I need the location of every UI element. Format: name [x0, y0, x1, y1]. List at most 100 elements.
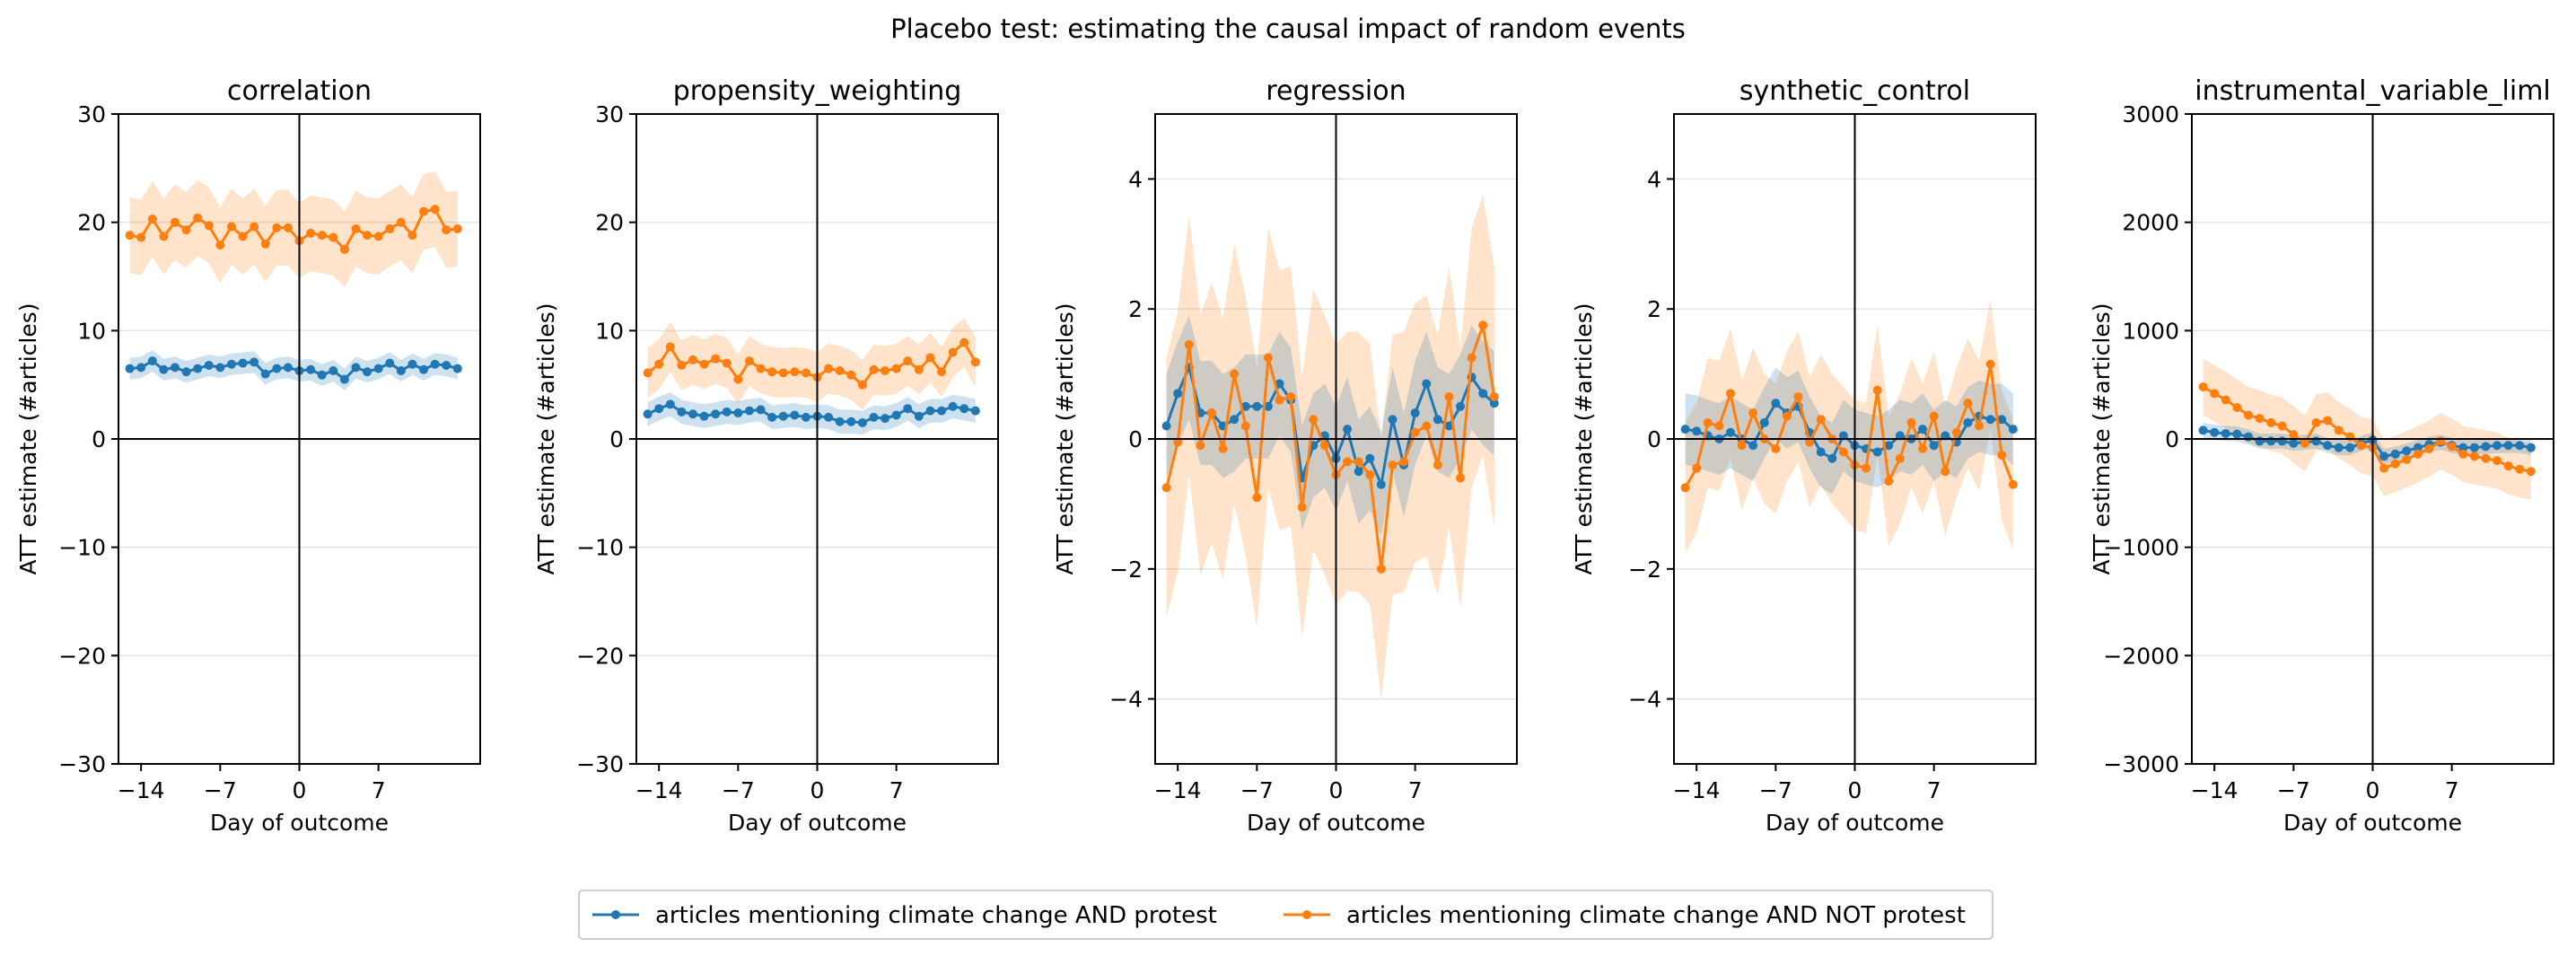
data-point-series-0 — [778, 411, 788, 421]
data-point-series-0 — [914, 411, 924, 421]
data-point-series-0 — [1489, 399, 1499, 408]
x-axis-label: Day of outcome — [2283, 810, 2462, 836]
data-point-series-0 — [891, 410, 901, 420]
data-point-series-0 — [329, 365, 338, 375]
data-point-series-1 — [2277, 421, 2287, 431]
data-point-series-0 — [1173, 389, 1183, 399]
ci-band-series-1 — [1685, 299, 2013, 553]
y-tick-label: 30 — [595, 101, 624, 127]
data-point-series-0 — [1771, 399, 1781, 408]
series-line-1 — [1684, 364, 2015, 489]
y-tick-label: −20 — [576, 643, 624, 669]
data-point-series-1 — [407, 231, 417, 241]
data-point-series-0 — [2221, 428, 2230, 438]
y-tick-label: 4 — [1128, 166, 1143, 192]
data-point-series-1 — [857, 380, 867, 390]
data-point-series-1 — [430, 205, 440, 215]
data-point-series-0 — [688, 409, 697, 419]
y-tick-label: −1000 — [2103, 535, 2179, 561]
data-point-series-0 — [1985, 415, 1995, 425]
data-point-series-0 — [442, 360, 451, 370]
data-point-series-1 — [1782, 411, 1792, 421]
data-point-series-1 — [2379, 463, 2389, 473]
data-point-series-1 — [1173, 437, 1183, 447]
data-point-series-0 — [430, 359, 440, 369]
data-point-series-1 — [170, 217, 180, 227]
data-point-series-1 — [147, 215, 157, 224]
data-point-series-1 — [790, 367, 800, 377]
data-point-series-0 — [1456, 401, 1466, 411]
data-point-series-1 — [1714, 421, 1724, 431]
data-point-series-0 — [385, 358, 395, 368]
data-point-series-1 — [1286, 391, 1296, 401]
data-point-series-1 — [970, 357, 980, 367]
data-point-series-1 — [1895, 453, 1905, 463]
ci-band-series-1 — [647, 317, 976, 410]
data-point-series-1 — [2503, 461, 2513, 471]
data-point-series-0 — [1252, 401, 1262, 411]
data-point-series-1 — [2232, 403, 2242, 413]
data-point-series-0 — [1365, 453, 1375, 463]
x-tick-label: −7 — [1240, 777, 1274, 803]
data-point-series-1 — [824, 364, 834, 373]
data-point-series-1 — [2289, 430, 2299, 440]
data-point-series-0 — [1478, 389, 1488, 399]
data-point-series-0 — [665, 399, 675, 409]
data-point-series-1 — [250, 222, 259, 232]
legend-marker-protest — [611, 910, 620, 919]
data-point-series-0 — [136, 363, 146, 373]
plot-area — [125, 171, 462, 390]
data-point-series-0 — [2526, 443, 2536, 452]
data-point-series-1 — [1929, 411, 1939, 421]
data-point-series-1 — [2323, 416, 2333, 425]
data-point-series-1 — [1218, 443, 1228, 453]
data-point-series-1 — [1196, 441, 1205, 451]
data-point-series-1 — [159, 232, 169, 241]
data-point-series-1 — [2424, 443, 2434, 453]
data-point-series-1 — [1918, 443, 1928, 453]
data-point-series-0 — [2255, 436, 2265, 446]
data-point-series-1 — [948, 347, 958, 357]
data-point-series-1 — [869, 364, 879, 374]
data-point-series-0 — [654, 404, 664, 414]
data-point-series-0 — [643, 409, 653, 419]
data-point-series-1 — [1692, 463, 1702, 473]
data-point-series-1 — [2300, 438, 2309, 448]
data-point-series-1 — [778, 368, 788, 378]
figure-title: Placebo test: estimating the causal impa… — [890, 13, 1686, 44]
data-point-series-1 — [1456, 473, 1466, 483]
data-point-series-0 — [744, 406, 754, 416]
y-tick-label: −2000 — [2103, 643, 2179, 669]
panel-title: propensity_weighting — [673, 75, 962, 107]
data-point-series-1 — [1297, 503, 1307, 513]
data-point-series-1 — [2447, 442, 2457, 452]
data-point-series-1 — [1985, 359, 1995, 369]
y-tick-label: 2000 — [2122, 210, 2179, 236]
plot-area — [1161, 195, 1499, 699]
data-point-series-1 — [2402, 454, 2412, 464]
x-tick-label: 0 — [2366, 777, 2380, 803]
data-point-series-1 — [959, 338, 969, 347]
data-point-series-1 — [238, 232, 248, 241]
data-point-series-0 — [2311, 436, 2321, 446]
x-tick-label: 0 — [810, 777, 825, 803]
data-point-series-0 — [1895, 431, 1905, 441]
data-point-series-1 — [204, 221, 214, 231]
data-point-series-1 — [2008, 479, 2018, 489]
data-point-series-1 — [260, 239, 270, 249]
data-point-series-1 — [767, 367, 777, 377]
data-point-series-0 — [2469, 443, 2479, 452]
data-point-series-0 — [351, 363, 361, 373]
y-tick-label: −10 — [576, 535, 624, 561]
data-point-series-0 — [711, 409, 721, 419]
x-tick-label: 0 — [1848, 777, 1862, 803]
data-point-series-0 — [1816, 447, 1826, 457]
data-point-series-0 — [948, 401, 958, 411]
x-tick-label: −7 — [2277, 777, 2310, 803]
data-point-series-0 — [1963, 417, 1973, 427]
data-point-series-1 — [329, 232, 338, 242]
data-point-series-0 — [1240, 401, 1250, 411]
data-point-series-1 — [2356, 441, 2366, 451]
